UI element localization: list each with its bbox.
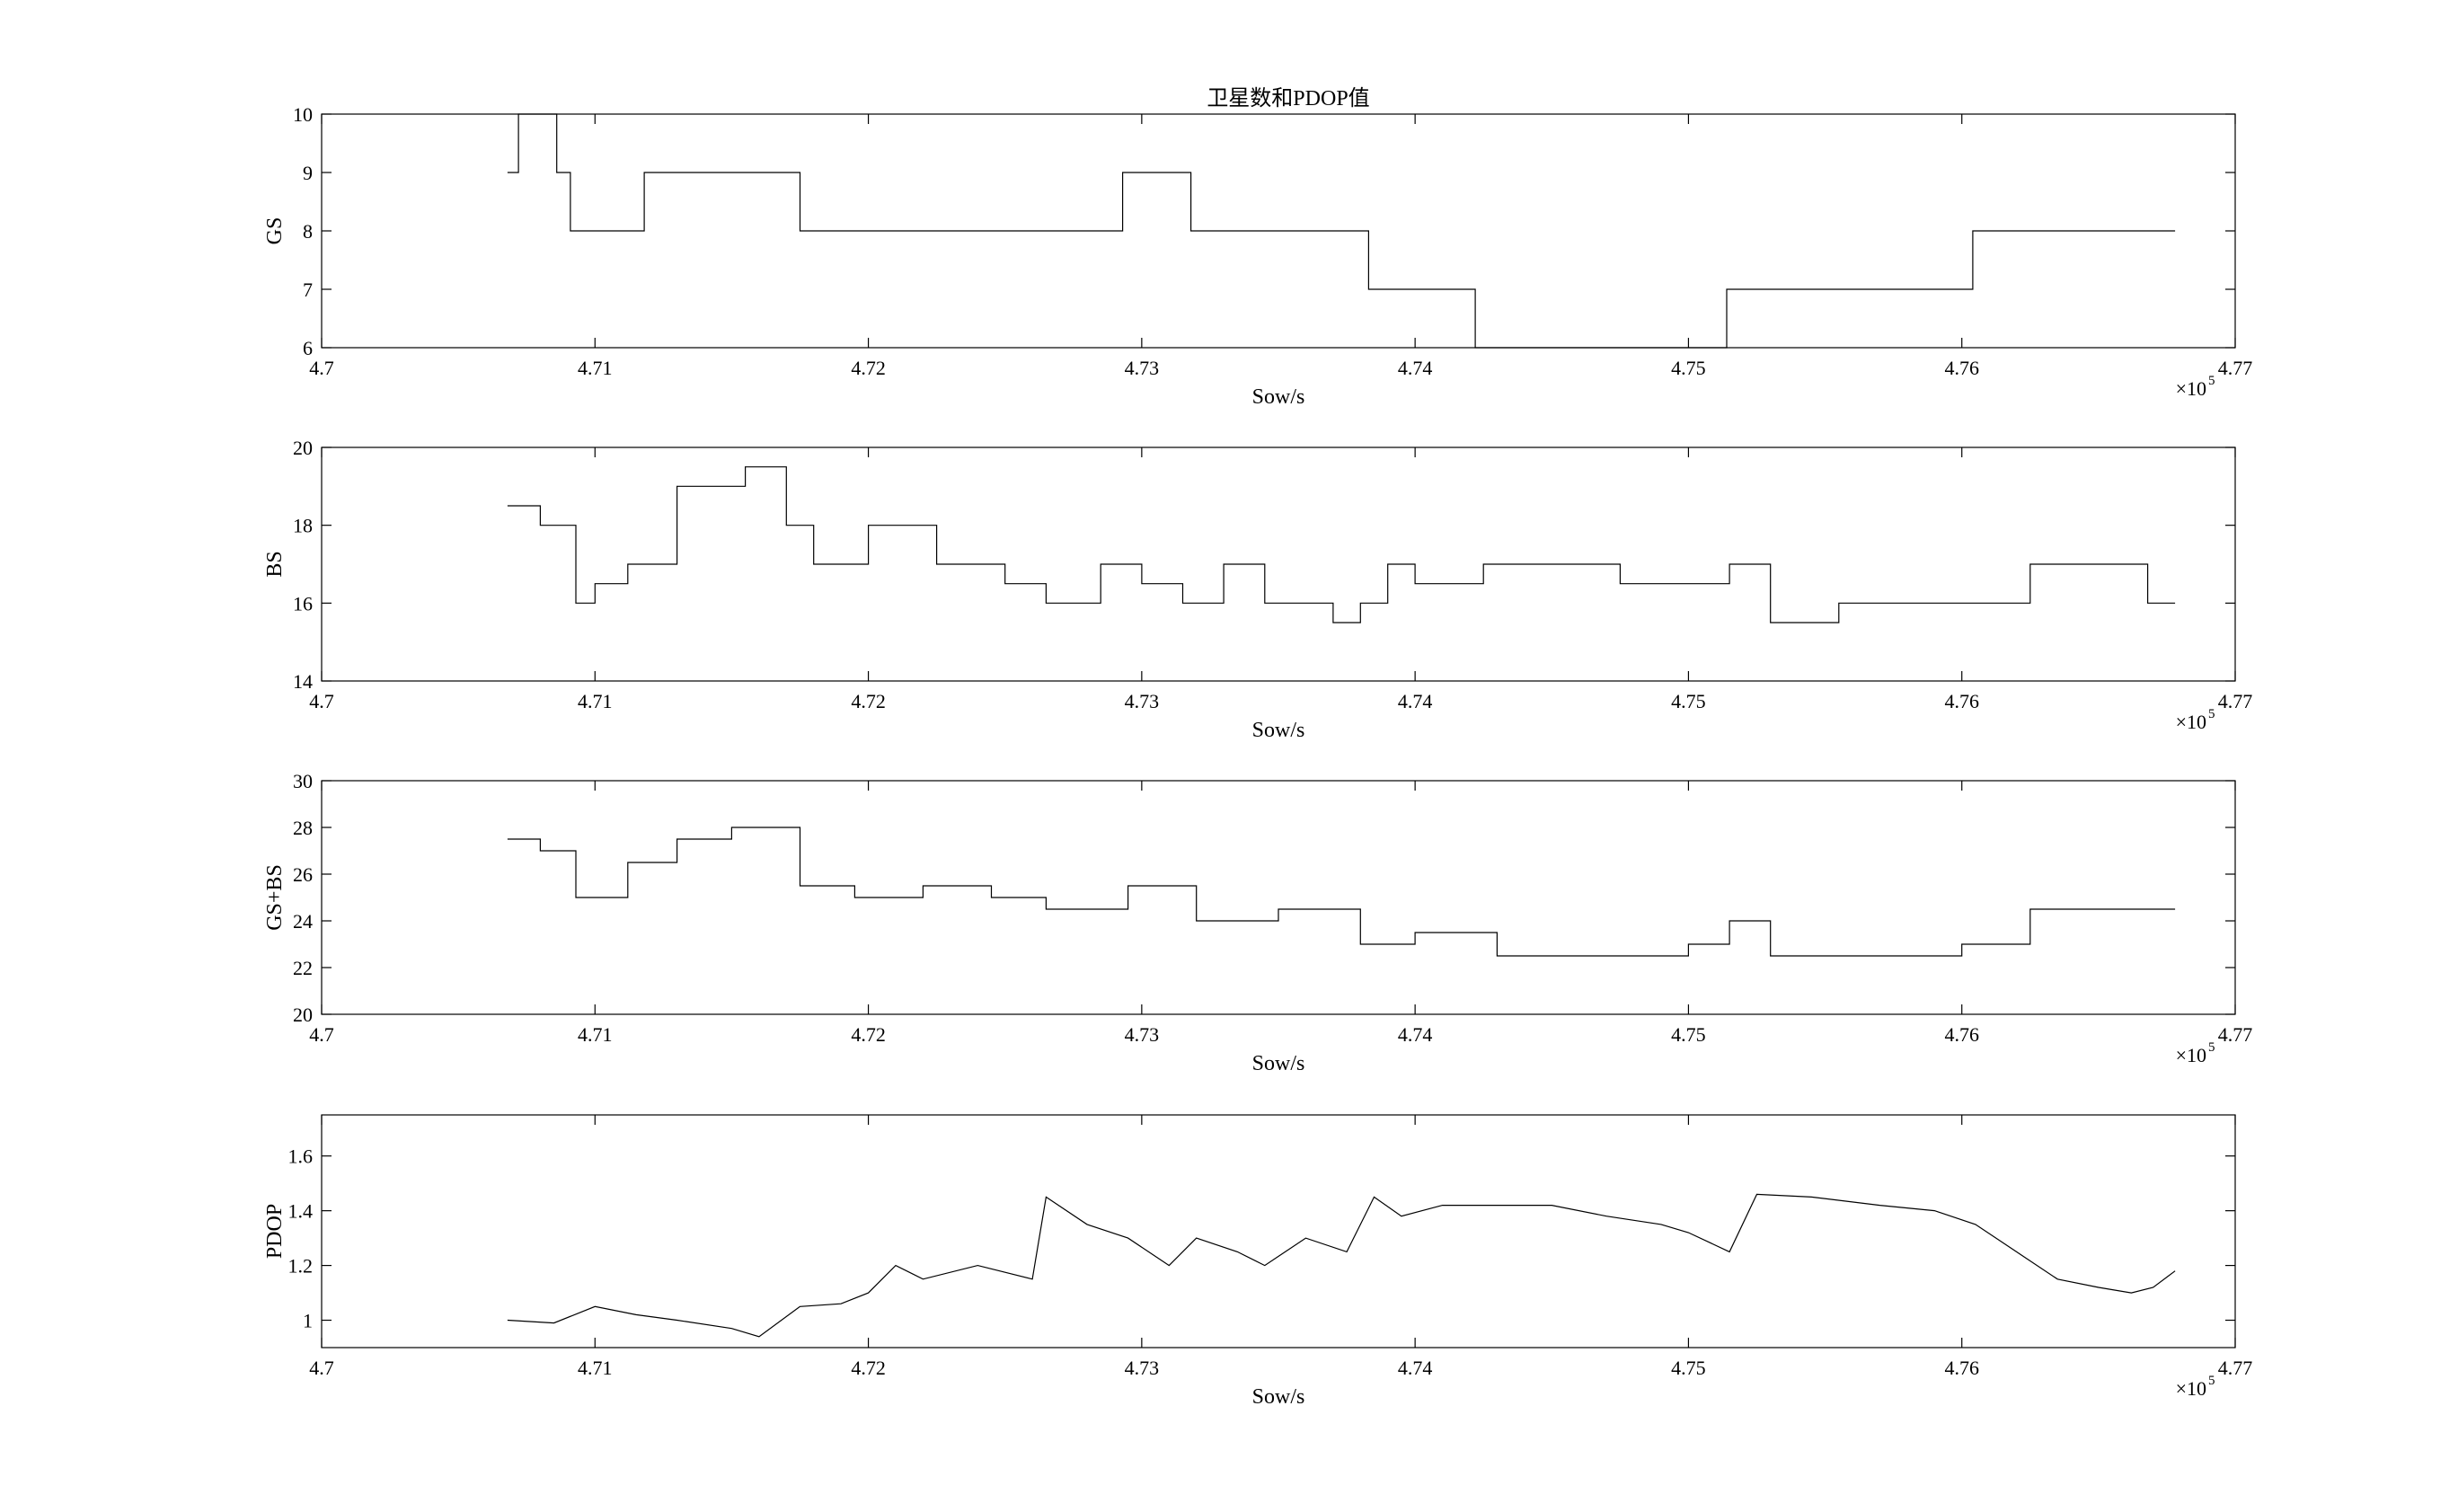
pdop-ytick-label: 1.2 bbox=[288, 1255, 314, 1278]
bs-ytick-label: 16 bbox=[293, 592, 313, 615]
pdop-panel: 4.7 4.71 4.72 4.73 4.74 4.75 4.76 4.77 1 1.2 1.4 1.… bbox=[263, 1114, 2253, 1409]
pdop-xtick-label: 4.73 bbox=[1125, 1357, 1160, 1379]
bs-xtick-label: 4.73 bbox=[1125, 690, 1160, 712]
bs-xtick-label: 4.71 bbox=[578, 690, 613, 712]
bs-x-exponent-base: ×10 bbox=[2176, 711, 2206, 733]
pdop-xtick-label: 4.76 bbox=[1944, 1357, 1979, 1379]
pdop-x-axis-label: Sow/s bbox=[1252, 1385, 1305, 1409]
pdop-ytick-label: 1.4 bbox=[288, 1200, 314, 1223]
gs-xtick-label: 4.73 bbox=[1125, 357, 1160, 379]
figure-title: 卫星数和PDOP值 bbox=[1207, 86, 1369, 111]
pdop-xtick-label: 4.74 bbox=[1398, 1357, 1433, 1379]
gs-xtick-label: 4.72 bbox=[851, 357, 886, 379]
bs-axes-frame bbox=[321, 447, 2236, 682]
pdop-xtick-label: 4.72 bbox=[851, 1357, 886, 1379]
gs-panel: 4.7 4.71 4.72 4.73 4.74 4.75 4.76 4.77 6 7 8 9 10 Sow… bbox=[263, 103, 2252, 409]
gs-xtick-label: 4.75 bbox=[1671, 357, 1706, 379]
bs-xtick-label: 4.72 bbox=[851, 690, 886, 712]
bs-panel: 4.7 4.71 4.72 4.73 4.74 4.75 4.76 4.77 14 16 18 20 S… bbox=[263, 437, 2252, 742]
pdop-xtick-label: 4.71 bbox=[578, 1357, 613, 1379]
bs-ytick-label: 18 bbox=[293, 515, 313, 537]
gs_bs-ytick-label: 24 bbox=[293, 910, 313, 933]
gs-ytick-label: 8 bbox=[303, 220, 313, 243]
bs-xtick-label: 4.74 bbox=[1398, 690, 1433, 712]
pdop-x-exponent-power: 5 bbox=[2208, 1374, 2215, 1388]
gs_bs-xtick-label: 4.72 bbox=[851, 1023, 886, 1046]
gs-xtick-label: 4.7 bbox=[309, 357, 334, 379]
pdop-series-line-0 bbox=[507, 1193, 2176, 1338]
gs-xtick-label: 4.76 bbox=[1944, 357, 1979, 379]
gs-x-exponent-power: 5 bbox=[2208, 374, 2215, 388]
gs_bs-xtick-label: 4.77 bbox=[2218, 1023, 2253, 1046]
gs-ytick-label: 10 bbox=[293, 103, 313, 126]
gs_bs-xtick-label: 4.7 bbox=[309, 1023, 334, 1046]
gs_bs-xtick-label: 4.76 bbox=[1944, 1023, 1979, 1046]
gs-y-axis-label: GS bbox=[263, 217, 287, 245]
pdop-ytick-label: 1 bbox=[303, 1310, 313, 1332]
bs-xtick-label: 4.7 bbox=[309, 690, 334, 712]
bs-x-axis-label: Sow/s bbox=[1252, 719, 1305, 742]
bs-ytick-label: 20 bbox=[293, 437, 313, 459]
subplots-container: 4.7 4.71 4.72 4.73 4.74 4.75 4.76 4.77678910Sow… bbox=[263, 103, 2252, 1409]
bs-series-line-0 bbox=[507, 466, 2176, 623]
gs-xtick-label: 4.71 bbox=[578, 357, 613, 379]
gs_bs-xtick-label: 4.73 bbox=[1125, 1023, 1160, 1046]
pdop-ytick-label: 1.6 bbox=[288, 1145, 314, 1168]
pdop-x-exponent-base: ×10 bbox=[2176, 1377, 2206, 1400]
gs_bs-ytick-label: 28 bbox=[293, 817, 313, 839]
bs-y-axis-label: BS bbox=[263, 551, 287, 577]
gs_bs-x-exponent-power: 5 bbox=[2208, 1040, 2215, 1055]
bs-ytick-label: 14 bbox=[293, 670, 313, 693]
bs-xtick-label: 4.77 bbox=[2218, 690, 2253, 712]
pdop-axes-frame bbox=[321, 1114, 2236, 1348]
pdop-xtick-label: 4.7 bbox=[309, 1357, 334, 1379]
gs_bs-ytick-label: 26 bbox=[293, 863, 313, 886]
pdop-y-axis-label: PDOP bbox=[263, 1204, 287, 1259]
gs_bs-panel: 4.7 4.71 4.72 4.73 4.74 4.75 4.76 4.77 20 22 24 26 2… bbox=[263, 770, 2252, 1075]
gs-ytick-label: 7 bbox=[303, 279, 313, 301]
gs_bs-axes-frame bbox=[321, 780, 2236, 1015]
gs-x-exponent-base: ×10 bbox=[2176, 377, 2206, 400]
bs-x-exponent-power: 5 bbox=[2208, 707, 2215, 721]
gs_bs-xtick-label: 4.71 bbox=[578, 1023, 613, 1046]
gs-ytick-label: 9 bbox=[303, 162, 313, 184]
pdop-xtick-label: 4.75 bbox=[1671, 1357, 1706, 1379]
bs-xtick-label: 4.76 bbox=[1944, 690, 1979, 712]
gs_bs-series-line-0 bbox=[507, 827, 2176, 957]
gs-xtick-label: 4.74 bbox=[1398, 357, 1433, 379]
pdop-xtick-label: 4.77 bbox=[2218, 1357, 2253, 1379]
gs_bs-xtick-label: 4.74 bbox=[1398, 1023, 1433, 1046]
gs-x-axis-label: Sow/s bbox=[1252, 385, 1305, 409]
gs_bs-x-exponent-base: ×10 bbox=[2176, 1044, 2206, 1066]
gs_bs-x-axis-label: Sow/s bbox=[1252, 1052, 1305, 1075]
gs-series-line-0 bbox=[507, 113, 2176, 349]
gs_bs-ytick-label: 30 bbox=[293, 770, 313, 792]
gs_bs-ytick-label: 20 bbox=[293, 1004, 313, 1026]
gs-xtick-label: 4.77 bbox=[2218, 357, 2253, 379]
gs-ytick-label: 6 bbox=[303, 337, 313, 359]
bs-xtick-label: 4.75 bbox=[1671, 690, 1706, 712]
gs_bs-ytick-label: 22 bbox=[293, 957, 313, 979]
gs_bs-xtick-label: 4.75 bbox=[1671, 1023, 1706, 1046]
gs_bs-y-axis-label: GS+BS bbox=[263, 864, 287, 931]
